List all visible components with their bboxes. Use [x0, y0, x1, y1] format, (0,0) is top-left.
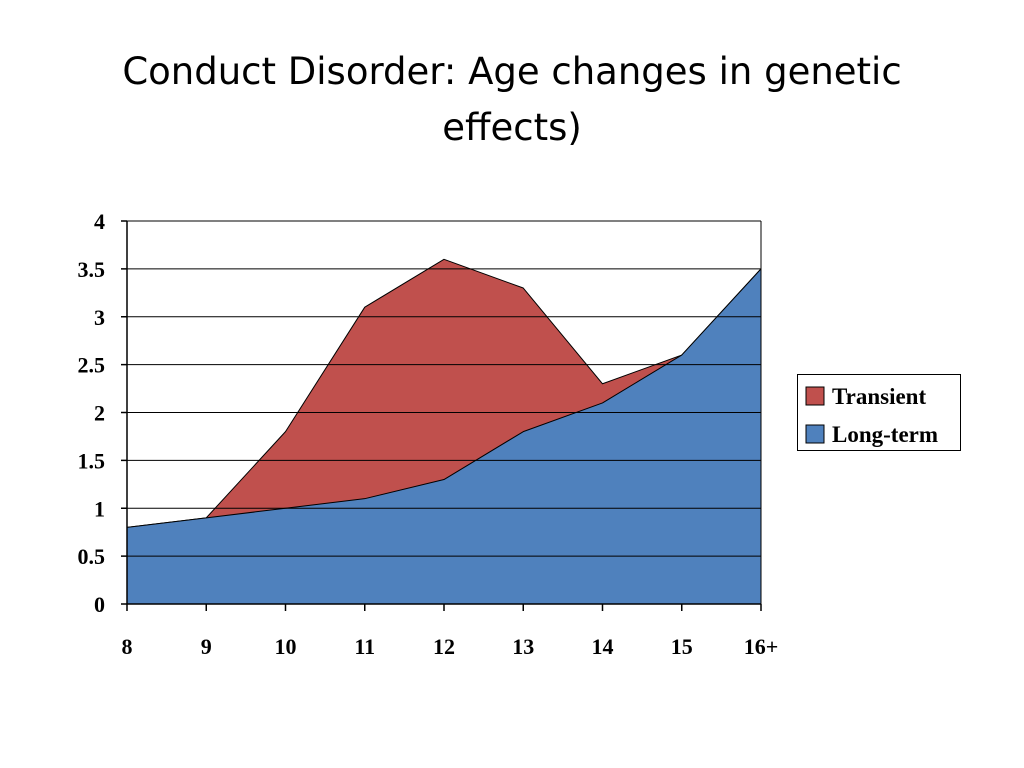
title-line-1: Conduct Disorder: Age changes in genetic	[122, 50, 902, 93]
y-tick-label: 1.5	[78, 448, 106, 473]
x-tick-label: 13	[512, 634, 534, 659]
x-tick-label: 14	[592, 634, 614, 659]
legend-label-transient: Transient	[832, 384, 926, 409]
plot-areas	[126, 258, 762, 605]
legend-swatch-long-term	[805, 424, 825, 444]
y-tick-label: 0.5	[78, 544, 106, 569]
legend-box	[797, 374, 961, 451]
x-tick-label: 10	[275, 634, 297, 659]
legend-label-long-term: Long-term	[832, 422, 938, 447]
x-axis: 8 9 10 11 12 13 14 15 16+	[122, 603, 779, 659]
y-tick-label: 2	[94, 401, 105, 426]
x-tick-label: 8	[122, 634, 133, 659]
title-line-2: effects)	[442, 106, 582, 149]
y-tick-label: 4	[94, 209, 105, 234]
x-tick-label: 12	[433, 634, 455, 659]
y-tick-label: 1	[94, 496, 105, 521]
x-tick-label: 15	[671, 634, 693, 659]
gridlines	[127, 220, 762, 604]
y-tick-label: 2.5	[78, 353, 106, 378]
legend-swatch-transient	[805, 386, 825, 406]
x-tick-label: 11	[354, 634, 375, 659]
y-axis: 0 0.5 1 1.5 2 2.5 3 3.5 4	[78, 209, 128, 617]
x-tick-label: 16+	[744, 634, 779, 659]
slide-title: Conduct Disorder: Age changes in genetic…	[112, 44, 912, 156]
y-tick-label: 3	[94, 305, 105, 330]
y-tick-label: 0	[94, 592, 105, 617]
x-tick-label: 9	[201, 634, 212, 659]
y-tick-label: 3.5	[78, 257, 106, 282]
legend: Transient Long-term	[797, 374, 961, 451]
